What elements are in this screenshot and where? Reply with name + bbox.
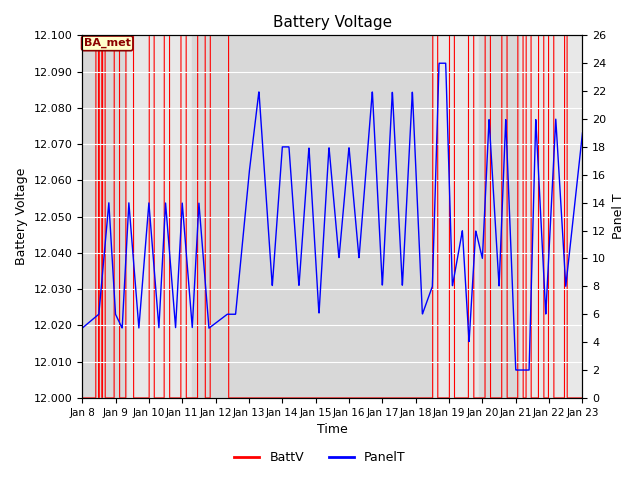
Bar (192, 36, 433, 398)
Y-axis label: Battery Voltage: Battery Voltage (15, 168, 28, 265)
Bar (479, 36, 519, 398)
Title: Battery Voltage: Battery Voltage (273, 15, 392, 30)
Y-axis label: Panel T: Panel T (612, 194, 625, 240)
X-axis label: Time: Time (317, 423, 348, 436)
Bar (82, 36, 125, 398)
Text: BA_met: BA_met (84, 38, 131, 48)
Legend: BattV, PanelT: BattV, PanelT (229, 446, 411, 469)
